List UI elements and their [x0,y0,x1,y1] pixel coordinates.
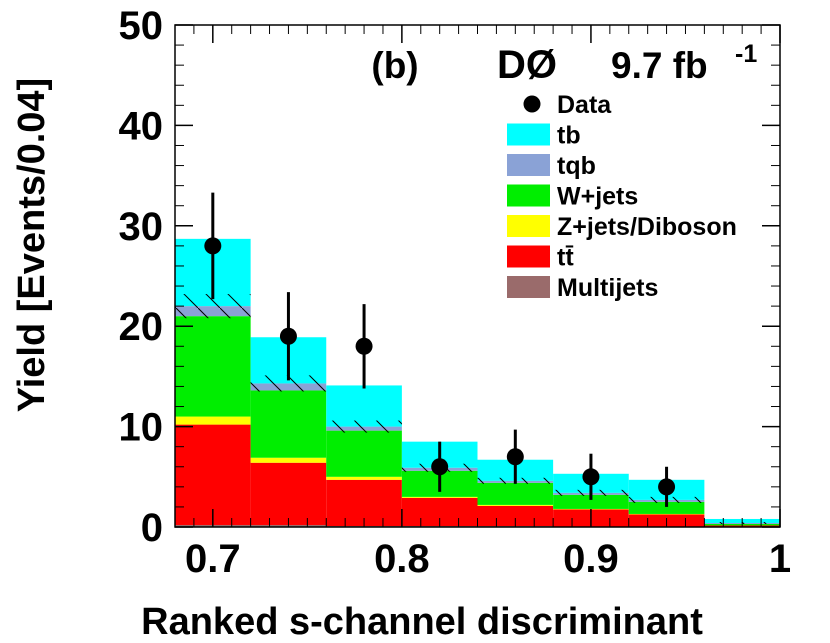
x-tick-label: 0.8 [374,537,430,581]
x-axis-title: Ranked s-channel discriminant [141,601,703,643]
data-point [658,478,676,496]
uncertainty-bin-3 [326,420,402,433]
data-point [204,237,222,255]
uncertainty-bin-2 [250,375,327,392]
legend-label-tt: tt̄ [557,243,574,271]
legend-swatch-tt [507,245,550,268]
axes: 0 10 20 30 40 50 0.7 0.8 0.9 1 [119,4,792,581]
bar-w-jets-bin-5 [477,482,554,505]
x-tick-label: 0.7 [185,537,241,581]
y-tick-label: 20 [119,305,164,349]
y-tick-label: 0 [141,506,163,550]
bar-w-jets-bin-3 [326,430,402,477]
bar-tb-bin-3 [326,385,402,427]
bar-w-jets-bin-6 [553,494,629,509]
y-tick-label: 50 [119,4,164,48]
bar-z-jets-diboson-bin-3 [326,476,402,480]
y-tick-label: 40 [119,104,164,148]
y-axis-title: Yield [Events/0.04] [11,78,53,412]
legend-data-marker [523,95,541,113]
luminosity-label: 9.7 fb [611,45,708,86]
bar-z-jets-diboson-bin-5 [477,504,554,506]
panel-label: (b) [371,45,418,86]
luminosity-exponent: -1 [735,40,757,68]
legend-label-tb: tb [557,122,581,150]
data-points [204,192,676,507]
data-point [279,327,297,345]
bar-w-jets-bin-1 [175,316,251,417]
bar-z-jets-diboson-bin-2 [250,457,327,463]
legend-swatch-z-jets-diboson [507,215,550,237]
data-point [431,458,449,476]
bar-z-jets-diboson-bin-7 [628,513,705,515]
data-point [355,337,373,355]
bar-tt-bin-1 [175,424,251,525]
bar-w-jets-bin-2 [250,390,327,458]
legend-label-tqb: tqb [557,152,596,180]
x-tick-label: 0.9 [563,537,619,581]
legend-swatch-multijets [507,276,550,298]
legend-label-multijets: Multijets [557,274,658,302]
legend-swatch-w-jets [507,184,550,207]
y-tick-label: 30 [119,205,164,249]
data-point [506,448,524,466]
legend-label-w-jets: W+jets [557,183,638,211]
x-tick-label: 1 [769,537,791,581]
bar-z-jets-diboson-bin-4 [401,496,478,498]
bar-w-jets-bin-7 [628,501,705,514]
y-tick-label: 10 [119,406,164,450]
legend-label-data: Data [557,91,612,119]
legend-label-z-jets-diboson: Z+jets/Diboson [557,213,737,241]
data-point [582,468,600,486]
legend-swatch-tqb [507,154,550,176]
bar-tt-bin-2 [250,462,327,525]
experiment-label: DØ [497,43,557,87]
bar-z-jets-diboson-bin-1 [175,416,251,425]
legend-swatch-tb [507,123,550,146]
